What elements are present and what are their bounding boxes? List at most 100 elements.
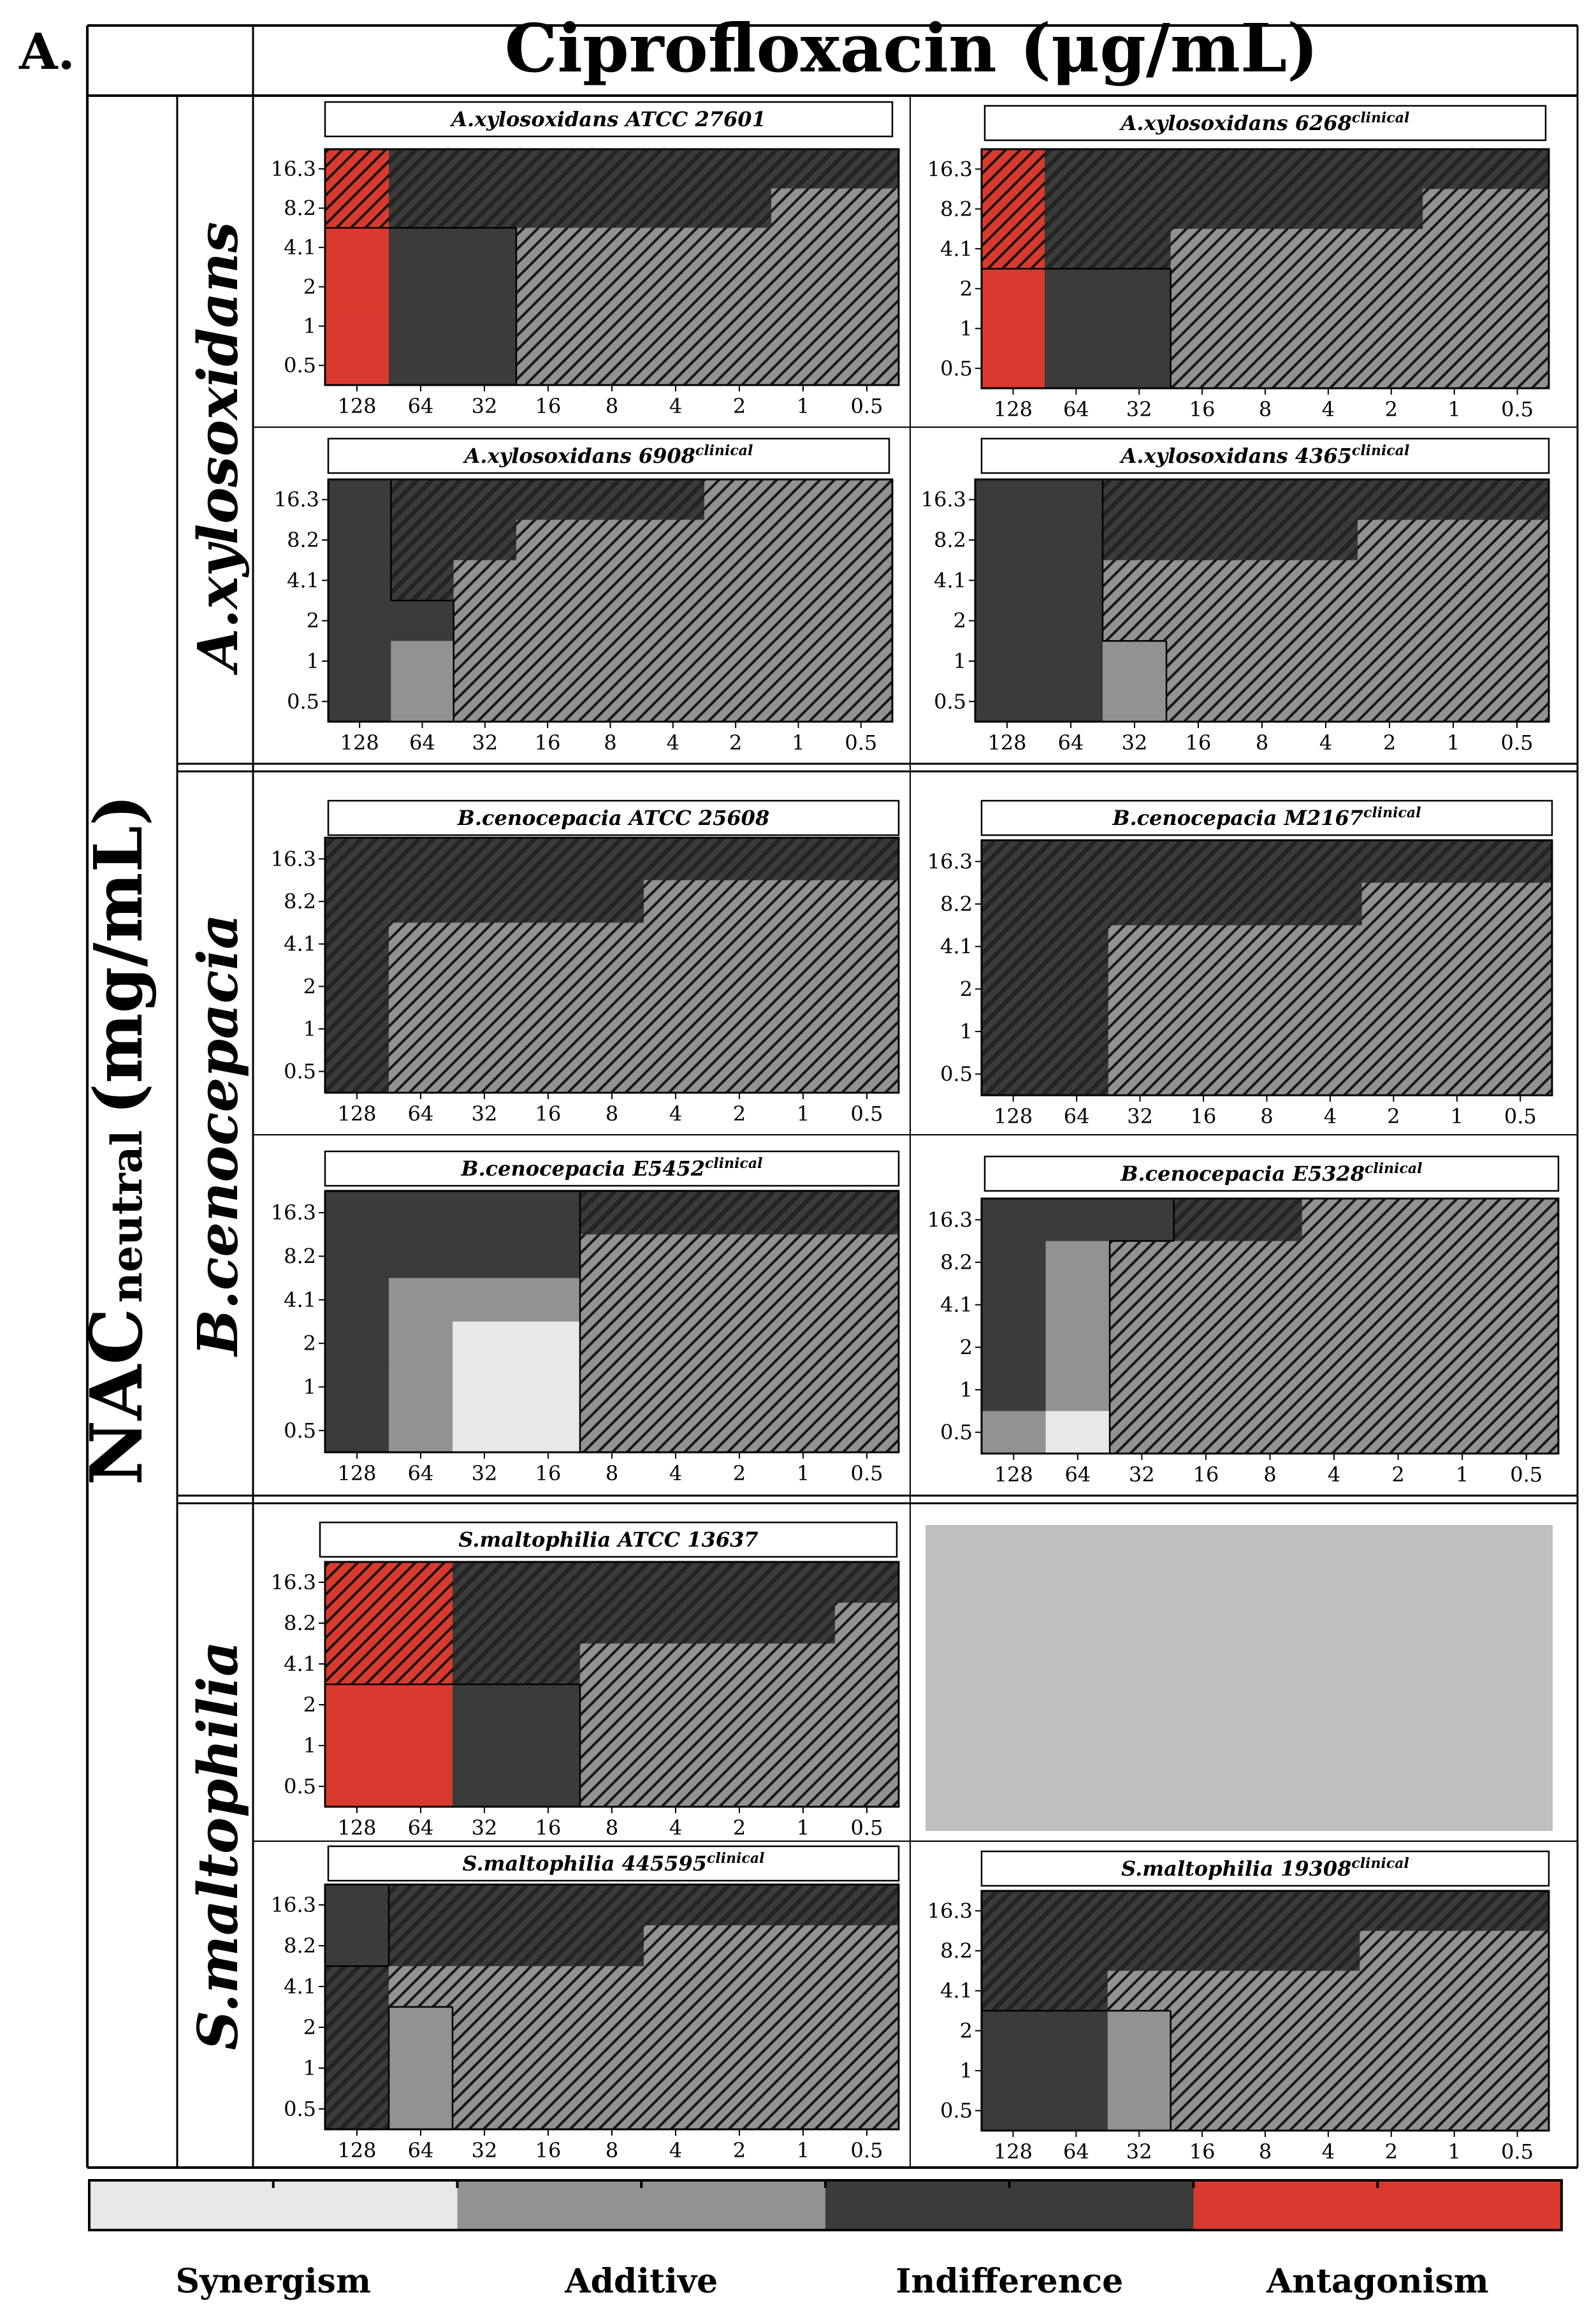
- heatmap-cell-hatch: [1494, 1241, 1559, 1284]
- heatmap-cell-hatch: [580, 1603, 644, 1644]
- heatmap-cell: [328, 479, 391, 520]
- heatmap-cell-hatch: [835, 838, 899, 881]
- heatmap-cell: [453, 228, 517, 268]
- heatmap-cell-hatch: [835, 1966, 899, 2008]
- heatmap-cell: [1039, 560, 1103, 601]
- heatmap-cell: [389, 1766, 453, 1807]
- heatmap-cell-hatch: [835, 1603, 899, 1644]
- heatmap-cell: [453, 1725, 517, 1767]
- heatmap-cell-hatch: [1423, 2090, 1486, 2131]
- heatmap-cell-hatch: [1166, 641, 1231, 682]
- heatmap-cell-hatch: [707, 2048, 772, 2089]
- side-label-main: NAC: [75, 1308, 159, 1485]
- heatmap-cell-hatch: [1173, 1199, 1238, 1242]
- heatmap-cell: [328, 641, 391, 682]
- heatmap-cell-hatch: [771, 188, 836, 228]
- heatmap-cell-hatch: [771, 1562, 836, 1603]
- y-tick-label: 0.5: [284, 353, 316, 377]
- heatmap-cell-hatch: [1360, 268, 1423, 309]
- heatmap-cell-hatch: [1172, 968, 1236, 1011]
- heatmap-cell-hatch: [644, 838, 708, 881]
- y-tick-label: 1: [303, 1733, 316, 1758]
- x-tick-label: 8: [1256, 731, 1268, 755]
- y-tick-label: 8.2: [940, 1939, 973, 1963]
- x-tick-label: 32: [472, 1816, 498, 1840]
- legend-swatch-additive: [457, 2180, 826, 2230]
- heatmap-cell-hatch: [389, 188, 453, 228]
- heatmap-cell-hatch: [1296, 1930, 1360, 1971]
- heatmap-cell-hatch: [1485, 641, 1549, 682]
- heatmap-cell-hatch: [644, 1766, 708, 1807]
- x-tick-label: 16: [535, 1102, 562, 1126]
- y-tick-label: 4.1: [940, 1293, 973, 1317]
- heatmap-cell-hatch: [516, 838, 581, 881]
- heatmap-cell-hatch: [389, 880, 453, 923]
- heatmap-cell-hatch: [1296, 268, 1360, 309]
- heatmap-cell-hatch: [1360, 229, 1423, 270]
- heatmap-cell-hatch: [771, 267, 836, 307]
- heatmap-cell-hatch: [1235, 840, 1299, 884]
- legend-label-indifference: Indifference: [896, 2262, 1123, 2301]
- x-tick-label: 8: [1260, 1104, 1273, 1128]
- x-tick-label: 16: [535, 1816, 562, 1840]
- heatmap-panel-3: A.xylosoxidans 6908clinical 16.3 8.2 4.1 2 1 0…: [274, 437, 894, 755]
- heatmap-cell: [1039, 520, 1103, 561]
- y-tick-label: 4.1: [287, 568, 319, 592]
- species-label-bcenocepacia: B.cenocepacia: [186, 914, 250, 1357]
- heatmap-cell-hatch: [580, 880, 644, 923]
- panel-title: B.cenocepacia E5452clinical: [460, 1155, 762, 1181]
- heatmap-cell-hatch: [771, 1050, 836, 1093]
- heatmap-cell-hatch: [1296, 229, 1360, 270]
- heatmap-cell-hatch: [644, 1007, 708, 1051]
- heatmap-cell: [516, 1322, 581, 1366]
- x-tick-label: 64: [408, 1816, 434, 1840]
- heatmap-cell: [325, 1278, 389, 1322]
- heatmap-cell-hatch: [516, 520, 579, 561]
- heatmap-cell-hatch: [771, 1684, 836, 1726]
- heatmap-cell-hatch: [389, 1966, 453, 2008]
- heatmap-cell-hatch: [771, 1603, 836, 1644]
- heatmap-cell-hatch: [835, 2089, 899, 2130]
- x-tick-label: 128: [337, 394, 376, 418]
- heatmap-cell-hatch: [767, 681, 831, 722]
- side-label-sub: neutral: [102, 1130, 152, 1303]
- heatmap-cell: [389, 1278, 453, 1322]
- heatmap-cell-hatch: [1358, 479, 1422, 520]
- heatmap-cell-hatch: [771, 1408, 836, 1453]
- y-tick-label: 16.3: [274, 488, 319, 512]
- heatmap-cell-hatch: [1172, 882, 1236, 926]
- heatmap-cell: [325, 1322, 389, 1366]
- heatmap-cell-hatch: [1110, 1411, 1175, 1454]
- heatmap-cell-hatch: [1486, 268, 1549, 309]
- heatmap-cell-hatch: [1233, 229, 1298, 270]
- y-tick-label: 16.3: [271, 1570, 316, 1594]
- heatmap-cell-hatch: [644, 1885, 708, 1926]
- heatmap-cell: [453, 1766, 517, 1807]
- x-tick-label: 1: [1447, 731, 1460, 755]
- heatmap-cell-hatch: [580, 306, 644, 346]
- heatmap-cell-hatch: [1366, 1411, 1431, 1454]
- heatmap-cell-hatch: [1366, 1368, 1431, 1411]
- x-tick-label: 1: [797, 1461, 809, 1485]
- heatmap-cell-hatch: [516, 2048, 581, 2089]
- heatmap-cell-hatch: [1110, 1368, 1175, 1411]
- heatmap-cell-hatch: [516, 1007, 581, 1051]
- heatmap-cell-hatch: [1423, 268, 1486, 309]
- heatmap-cell-hatch: [516, 479, 579, 520]
- heatmap-cell-hatch: [1486, 2011, 1549, 2052]
- heatmap-cell: [389, 1408, 453, 1453]
- heatmap-cell-hatch: [1366, 1283, 1431, 1327]
- heatmap-cell-hatch: [644, 1925, 708, 1967]
- heatmap-cell: [1110, 1199, 1175, 1242]
- heatmap-cell-hatch: [1296, 2050, 1360, 2091]
- y-tick-label: 1: [960, 1378, 973, 1402]
- heatmap-cell-hatch: [707, 1191, 772, 1235]
- heatmap-cell-hatch: [1044, 1891, 1108, 1932]
- heatmap-cell: [389, 346, 453, 386]
- y-tick-label: 16.3: [927, 1207, 973, 1232]
- y-tick-label: 16.3: [927, 1899, 973, 1923]
- x-tick-label: 64: [408, 2138, 434, 2162]
- heatmap-cell-hatch: [835, 1885, 899, 1926]
- heatmap-cell: [982, 2050, 1045, 2091]
- heatmap-cell-hatch: [389, 1925, 453, 1967]
